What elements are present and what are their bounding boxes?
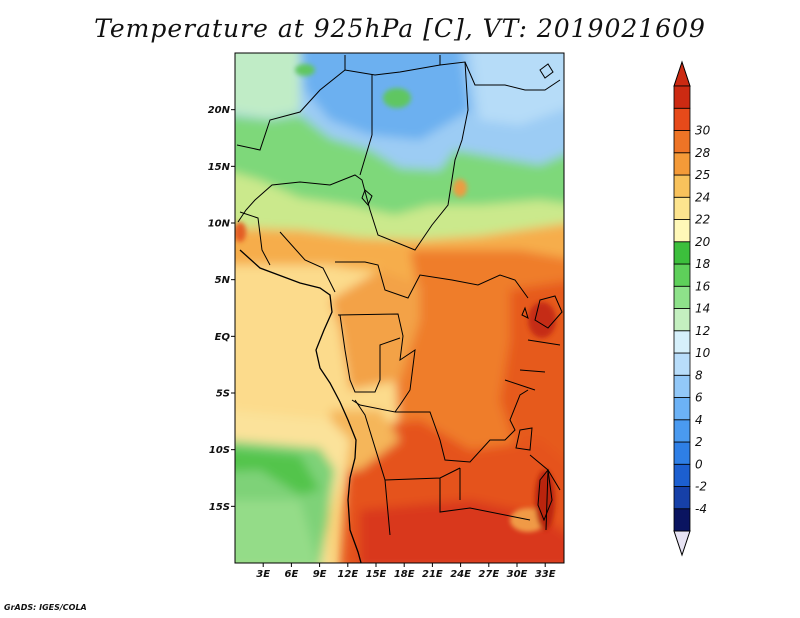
colorbar-level-label: 22	[695, 213, 710, 227]
colorbar-level-label: 18	[695, 257, 711, 271]
colorbar-cell	[673, 152, 691, 176]
colorbar-cell	[673, 508, 691, 532]
lat-tick-label: 20N	[208, 105, 231, 116]
colorbar-cell	[673, 107, 691, 131]
colorbar-level-label: 28	[695, 146, 711, 160]
colorbar-level-label: 25	[695, 168, 710, 182]
colorbar-cell	[673, 219, 691, 243]
colorbar-cell	[673, 352, 691, 376]
colorbar-cell	[673, 241, 691, 265]
colorbar-level-label: 14	[695, 302, 710, 316]
colorbar-cell	[673, 285, 691, 309]
colorbar-cell	[673, 85, 691, 109]
colorbar-cell	[673, 330, 691, 354]
lon-tick-label: 24E	[450, 569, 471, 580]
lon-tick-label: 12E	[337, 569, 358, 580]
lon-tick-label: 9E	[313, 569, 327, 580]
chart-title: Temperature at 925hPa [C], VT: 201902160…	[94, 14, 706, 43]
political-boundaries	[236, 55, 563, 563]
colorbar-level-label: 20	[695, 235, 711, 249]
colorbar-cell	[673, 196, 691, 220]
lat-tick-label: EQ	[215, 332, 231, 343]
colorbar-level-label: 24	[695, 190, 710, 204]
axis-ticks: 20N 15N 10N 5N EQ 5S 10S 15S 3E 6E 9E 12E 15E 18E 21E 2…	[208, 105, 556, 580]
colorbar-cell	[673, 463, 691, 487]
lon-tick-label: 3E	[256, 569, 270, 580]
colorbar-cell	[673, 397, 691, 421]
grads-credit: GrADS: IGES/COLA	[4, 603, 87, 612]
lat-tick-label: 10S	[209, 445, 230, 456]
colorbar-level-label: 16	[695, 279, 711, 293]
colorbar-cell	[673, 486, 691, 510]
colorbar-level-label: 8	[695, 368, 703, 382]
colorbar-cell	[673, 130, 691, 154]
lat-tick-label: 15S	[209, 502, 230, 513]
lat-tick-label: 5N	[215, 275, 231, 286]
colorbar-level-label: 6	[695, 391, 703, 405]
map-frame	[234, 52, 565, 564]
lon-tick-label: 30E	[507, 569, 528, 580]
temperature-field	[235, 53, 564, 563]
lon-tick-label: 21E	[422, 569, 443, 580]
colorbar-level-label: 12	[695, 324, 710, 338]
colorbar-level-label: 30	[695, 124, 711, 138]
colorbar-over-triangle	[673, 60, 691, 87]
colorbar-cell	[673, 419, 691, 443]
lon-tick-label: 6E	[285, 569, 299, 580]
lon-tick-label: 15E	[366, 569, 387, 580]
colorbar-cell	[673, 374, 691, 398]
lon-tick-label: 27E	[478, 569, 499, 580]
colorbar-level-label: 10	[695, 346, 711, 360]
lon-tick-label: 33E	[535, 569, 556, 580]
colorbar-cell	[673, 174, 691, 198]
colorbar-level-label: 2	[695, 435, 703, 449]
colorbar-level-label: -4	[695, 502, 707, 516]
colorbar-level-label: 4	[695, 413, 703, 427]
colorbar-level-label: -2	[695, 480, 707, 494]
colorbar-level-label: 0	[695, 457, 703, 471]
colorbar-cell	[673, 263, 691, 287]
colorbar-under-triangle	[673, 530, 691, 557]
lat-tick-label: 10N	[208, 219, 231, 230]
colorbar-cell	[673, 441, 691, 465]
lat-tick-label: 15N	[208, 162, 231, 173]
colorbar-cell	[673, 308, 691, 332]
lon-tick-label: 18E	[394, 569, 415, 580]
lat-tick-label: 5S	[216, 389, 230, 400]
